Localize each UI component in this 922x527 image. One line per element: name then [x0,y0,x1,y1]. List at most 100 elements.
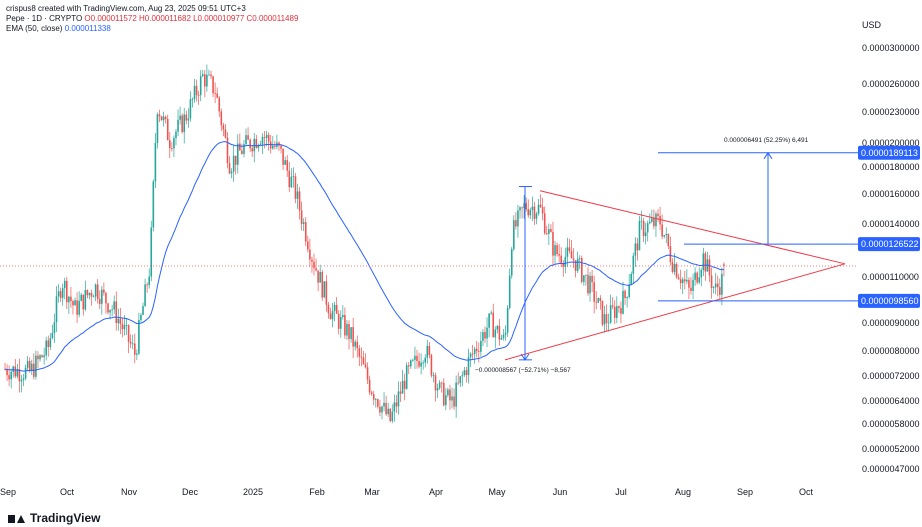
candle-body [142,306,144,315]
candle-body [622,290,624,314]
currency-label: USD [862,20,882,30]
candle-body [356,341,359,349]
candle-body [381,406,383,413]
candle-body [24,367,27,379]
candle-body [302,222,305,224]
candle-body [410,360,412,367]
candle-body [278,142,280,146]
candle-body [267,135,270,142]
price-tag-label: 0.0000098560 [861,296,919,306]
candle-body [66,280,68,303]
candle-body [696,272,698,283]
candle-body [162,116,165,121]
candle-body [721,273,723,295]
candle-body [679,279,682,284]
candle-body [490,312,492,314]
candle-body [556,245,558,255]
candle-body [457,382,459,384]
candle-body [362,357,365,365]
y-tick-label: 0.0000072000 [862,371,920,381]
candle-body [560,255,562,264]
candle-body [723,264,725,266]
candle-body [576,258,579,271]
candle-body [558,254,560,256]
candle-body [6,369,8,376]
tradingview-logo: TradingView [8,511,100,525]
candle-body [681,279,684,284]
candle-body [438,382,441,389]
candle-body [117,318,120,323]
candle-body [478,351,480,352]
candle-body [59,291,62,298]
candle-body [646,223,649,233]
candle-body [537,204,540,214]
candle-body [298,191,301,211]
y-tick-label: 0.0000090000 [862,318,920,328]
candle-body [453,396,455,407]
candle-body [16,369,19,377]
candle-body [152,181,155,228]
candle-body [552,231,554,256]
candle-body [513,220,515,250]
symbol-line: Pepe · 1D · CRYPTO O0.000011572 H0.00001… [6,14,298,24]
candle-body [247,135,249,140]
author-line: crispus8 created with TradingView.com, A… [6,4,246,13]
candle-body [226,137,229,164]
candle-body [342,314,344,317]
y-tick-label: 0.0000064000 [862,396,920,406]
candle-body [712,287,715,289]
candle-body [669,246,672,263]
candle-body [515,220,517,227]
candle-body [201,74,204,77]
candle-body [383,402,385,407]
candle-body [294,176,297,199]
candle-body [290,176,293,188]
symbol-label: Pepe · 1D · CRYPTO [6,14,83,23]
x-tick-label: Feb [309,487,325,497]
candle-body [447,389,449,396]
candle-body [329,313,332,320]
candle-body [189,99,192,119]
candle-body [397,391,400,407]
candle-body [372,394,375,400]
candle-body [216,93,218,98]
candle-body [239,143,241,151]
candle-body [368,379,371,393]
candle-body [45,340,47,356]
candle-body [675,263,678,278]
candle-body [714,283,717,288]
candle-body [321,271,324,298]
y-tick-label: 0.0000260000 [862,79,920,89]
candle-body [684,279,686,282]
candle-body [282,148,284,165]
candle-body [459,376,462,384]
candle-body [525,203,527,210]
candle-body [317,270,319,283]
candle-body [618,306,620,308]
candle-body [445,395,447,406]
candle-body [90,292,93,297]
candle-body [405,365,408,389]
candle-body [385,402,387,415]
y-tick-label: 0.0000200000 [862,138,920,148]
candle-body [467,357,470,376]
candle-body [657,213,659,217]
candle-body [496,326,499,330]
candle-body [500,337,503,340]
y-tick-label: 0.0000080000 [862,346,920,356]
candle-body [55,296,58,323]
price-tag [858,293,920,308]
candle-body [708,259,711,276]
candle-body [401,380,404,394]
candle-body [436,388,439,391]
candle-body [702,253,705,271]
candle-body [315,267,317,271]
candle-body [430,354,433,376]
candle-body [241,150,243,154]
candle-body [88,292,91,296]
x-tick-label: Oct [799,487,814,497]
candle-body [498,326,501,340]
candle-body [307,241,309,250]
candle-body [688,279,690,288]
